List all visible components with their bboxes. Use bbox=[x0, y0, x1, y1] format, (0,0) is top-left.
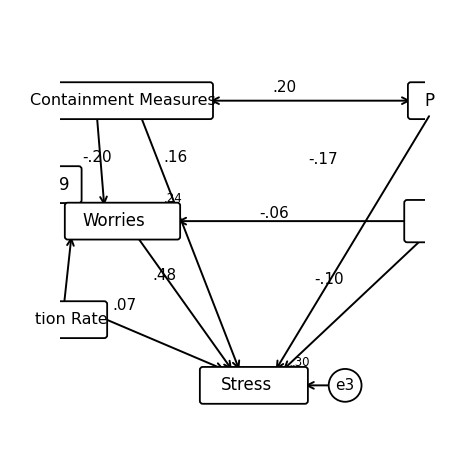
Text: -.10: -.10 bbox=[314, 272, 344, 287]
Text: tion Rate: tion Rate bbox=[35, 312, 108, 327]
Text: Stress: Stress bbox=[221, 376, 272, 394]
Text: -.17: -.17 bbox=[309, 152, 338, 166]
FancyBboxPatch shape bbox=[0, 301, 107, 338]
FancyBboxPatch shape bbox=[200, 367, 308, 404]
Text: .07: .07 bbox=[112, 298, 137, 312]
FancyBboxPatch shape bbox=[408, 82, 474, 119]
Text: 9: 9 bbox=[59, 176, 69, 193]
Text: .48: .48 bbox=[153, 268, 176, 283]
Text: e3: e3 bbox=[336, 378, 355, 393]
Circle shape bbox=[328, 369, 362, 402]
FancyBboxPatch shape bbox=[65, 203, 180, 239]
FancyBboxPatch shape bbox=[39, 82, 213, 119]
FancyBboxPatch shape bbox=[25, 166, 82, 203]
Text: .30: .30 bbox=[292, 356, 310, 369]
Text: -.20: -.20 bbox=[82, 150, 112, 165]
Text: P: P bbox=[424, 91, 434, 109]
Text: .20: .20 bbox=[273, 81, 297, 95]
FancyBboxPatch shape bbox=[404, 200, 461, 242]
Text: -.06: -.06 bbox=[259, 206, 289, 220]
Text: .16: .16 bbox=[163, 150, 188, 165]
Text: Worries: Worries bbox=[82, 212, 145, 230]
Text: .24: .24 bbox=[164, 192, 183, 205]
Text: Containment Measures: Containment Measures bbox=[29, 93, 215, 108]
